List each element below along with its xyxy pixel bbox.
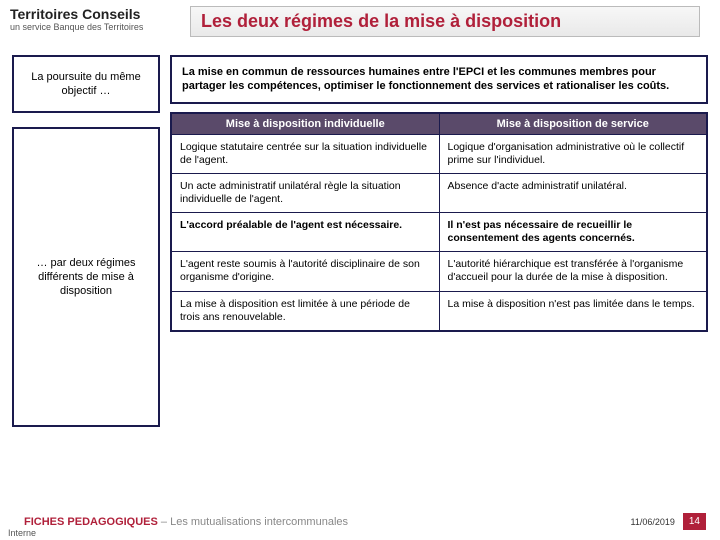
table-row: Logique statutaire centrée sur la situat… xyxy=(171,134,707,173)
table-head-left: Mise à disposition individuelle xyxy=(171,113,439,135)
cell-right: La mise à disposition n'est pas limitée … xyxy=(439,291,707,331)
comparison-table: Mise à disposition individuelle Mise à d… xyxy=(170,112,708,332)
left-box-objectif: La poursuite du même objectif … xyxy=(12,55,160,113)
page-number: 14 xyxy=(683,513,706,530)
interne-label: Interne xyxy=(8,528,36,538)
footer-prefix: FICHES PEDAGOGIQUES xyxy=(24,516,158,528)
cell-right: Absence d'acte administratif unilatéral. xyxy=(439,173,707,212)
logo-title: Territoires Conseils xyxy=(10,6,190,22)
intro-box: La mise en commun de ressources humaines… xyxy=(170,55,708,104)
footer-sep: – xyxy=(158,516,170,528)
footer-left: FICHES PEDAGOGIQUES – Les mutualisations… xyxy=(24,516,348,528)
page-title: Les deux régimes de la mise à dispositio… xyxy=(201,11,689,32)
footer: FICHES PEDAGOGIQUES – Les mutualisations… xyxy=(24,513,706,530)
footer-suffix: Les mutualisations intercommunales xyxy=(170,516,348,528)
table-head-right: Mise à disposition de service xyxy=(439,113,707,135)
left-box-regimes: … par deux régimes différents de mise à … xyxy=(12,127,160,427)
cell-right: L'autorité hiérarchique est transférée à… xyxy=(439,252,707,291)
cell-left: L'accord préalable de l'agent est nécess… xyxy=(171,213,439,252)
cell-left: L'agent reste soumis à l'autorité discip… xyxy=(171,252,439,291)
table-row: Un acte administratif unilatéral règle l… xyxy=(171,173,707,212)
cell-right: Il n'est pas nécessaire de recueillir le… xyxy=(439,213,707,252)
table-row: La mise à disposition est limitée à une … xyxy=(171,291,707,331)
cell-left: Logique statutaire centrée sur la situat… xyxy=(171,134,439,173)
logo-subtitle: un service Banque des Territoires xyxy=(10,22,190,32)
table-row: L'accord préalable de l'agent est nécess… xyxy=(171,213,707,252)
cell-left: La mise à disposition est limitée à une … xyxy=(171,291,439,331)
footer-right: 11/06/2019 14 xyxy=(630,513,706,530)
table-row: L'agent reste soumis à l'autorité discip… xyxy=(171,252,707,291)
footer-date: 11/06/2019 xyxy=(630,517,674,527)
title-bar: Les deux régimes de la mise à dispositio… xyxy=(190,6,700,37)
cell-right: Logique d'organisation administrative où… xyxy=(439,134,707,173)
cell-left: Un acte administratif unilatéral règle l… xyxy=(171,173,439,212)
logo-block: Territoires Conseils un service Banque d… xyxy=(10,6,190,32)
